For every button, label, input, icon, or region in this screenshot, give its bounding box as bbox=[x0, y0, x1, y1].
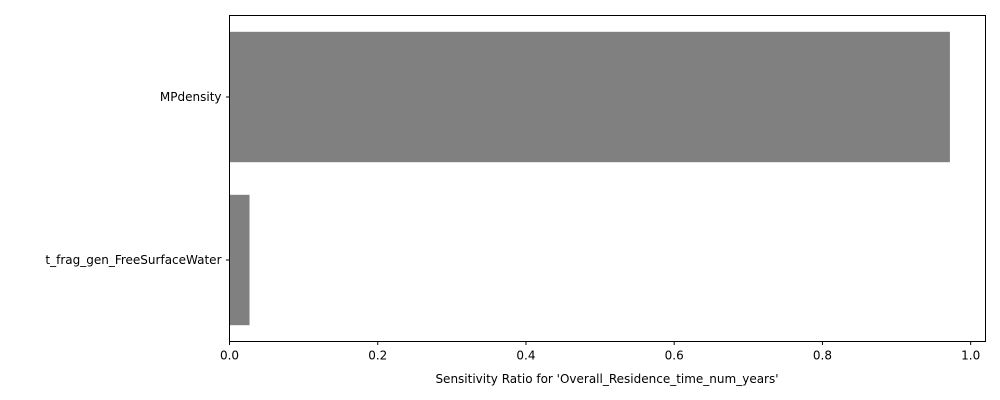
plot-area-frame bbox=[229, 15, 986, 342]
bar-MPdensity bbox=[229, 31, 950, 163]
x-tick-label: 0.6 bbox=[665, 349, 684, 363]
y-tick-label: t_frag_gen_FreeSurfaceWater bbox=[45, 253, 221, 267]
x-tick-label: 0.4 bbox=[516, 349, 535, 363]
x-tick-label: 0.0 bbox=[220, 349, 239, 363]
x-axis: 0.0 0.2 0.4 0.6 0.8 1.0 bbox=[220, 341, 980, 363]
y-axis: MPdensity t_frag_gen_FreeSurfaceWater bbox=[45, 90, 230, 267]
x-tick-label: 0.8 bbox=[813, 349, 832, 363]
x-tick-label: 1.0 bbox=[961, 349, 980, 363]
x-axis-label: Sensitivity Ratio for 'Overall_Residence… bbox=[435, 372, 778, 386]
bar-t_frag_gen_FreeSurfaceWater bbox=[229, 194, 250, 326]
x-tick-label: 0.2 bbox=[368, 349, 387, 363]
bar-group bbox=[229, 31, 950, 326]
y-tick-label: MPdensity bbox=[160, 90, 222, 104]
